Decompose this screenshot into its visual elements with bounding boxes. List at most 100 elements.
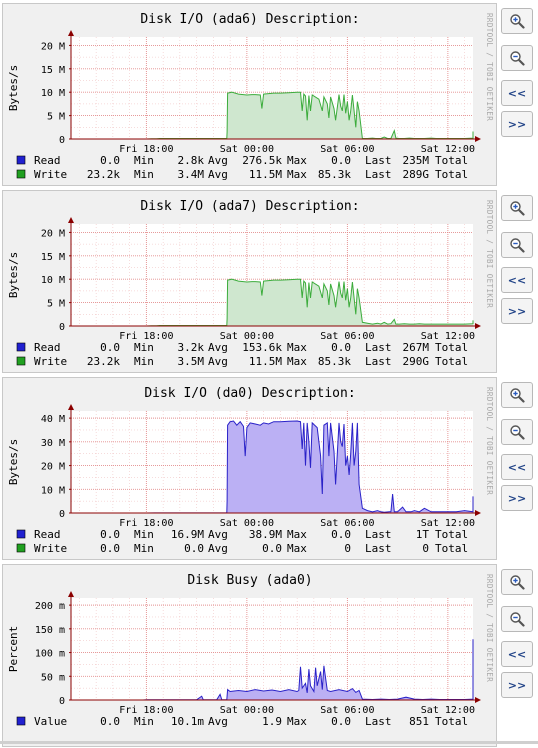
zoom-out-icon <box>510 51 525 66</box>
forward-button[interactable]: >> <box>501 111 533 137</box>
legend-min-value: 0.0 <box>100 528 120 541</box>
legend-min-label: Min <box>134 355 154 368</box>
chart-title: Disk I/O (da0) Description: <box>144 386 355 401</box>
legend-total-label: Total <box>435 154 468 167</box>
forward-button[interactable]: >> <box>501 485 533 511</box>
legend-avg-label: Avg <box>208 341 228 354</box>
back-button[interactable]: << <box>501 641 533 667</box>
x-tick-label: Sat 12:00 <box>421 144 475 155</box>
zoom-in-icon <box>510 14 525 29</box>
legend-last-label: Last <box>365 355 392 368</box>
zoom-out-button[interactable] <box>501 45 533 71</box>
rrdtool-watermark: RRDTOOL / TOBI OETIKER <box>485 387 494 495</box>
zoom-out-icon <box>510 425 525 440</box>
legend-avg-value: 16.9M <box>171 528 204 541</box>
back-button[interactable]: << <box>501 454 533 480</box>
y-axis-label: Percent <box>7 626 20 672</box>
legend-max-label: Max <box>287 341 307 354</box>
legend-total-label: Total <box>435 542 468 555</box>
legend-avg-value: 2.8k <box>178 154 205 167</box>
zoom-in-button[interactable] <box>501 8 533 34</box>
zoom-out-button[interactable] <box>501 606 533 632</box>
zoom-out-icon <box>510 238 525 253</box>
legend-swatch-read <box>16 342 26 352</box>
legend-last-value: 0 <box>344 542 351 555</box>
back-button-label: << <box>507 647 527 661</box>
y-tick-label: 0 <box>59 696 65 707</box>
back-button-label: << <box>507 460 527 474</box>
zoom-out-button[interactable] <box>501 232 533 258</box>
y-axis-arrow <box>68 217 74 223</box>
x-axis-arrow <box>475 136 481 142</box>
legend-total-value: 290G <box>403 355 430 368</box>
legend-total-value: 235M <box>403 154 430 167</box>
zoom-out-button[interactable] <box>501 419 533 445</box>
chart-panel-da0: Disk I/O (da0) Description: 0 10 M 20 M 30 M… <box>2 377 497 560</box>
legend-avg-label: Avg <box>208 168 228 181</box>
legend-series-name: Value <box>34 715 67 728</box>
legend-avg-value: 0.0 <box>184 542 204 555</box>
y-tick-label: 40 M <box>41 414 65 425</box>
legend-last-value: 0.0 <box>331 528 351 541</box>
x-axis-arrow <box>475 323 481 329</box>
zoom-in-button[interactable] <box>501 195 533 221</box>
y-tick-label: 0 <box>59 509 65 520</box>
x-tick-label: Fri 18:00 <box>119 144 173 155</box>
legend-max-value: 276.5k <box>242 154 282 167</box>
legend-swatch-write <box>16 169 26 179</box>
legend-min-value: 0.0 <box>100 154 120 167</box>
y-tick-label: 5 M <box>47 112 65 123</box>
legend-total-label: Total <box>435 341 468 354</box>
chart-svg: Disk I/O (ada6) Description: 0 5 M 10 M 15 M… <box>7 12 494 181</box>
back-button[interactable]: << <box>501 267 533 293</box>
legend-last-label: Last <box>365 542 392 555</box>
x-tick-label: Sat 00:00 <box>220 518 274 529</box>
legend-max-label: Max <box>287 715 307 728</box>
legend-series-name: Write <box>34 168 67 181</box>
chart-title: Disk Busy (ada0) <box>187 573 312 588</box>
zoom-out-icon <box>510 612 525 627</box>
legend-last-label: Last <box>365 528 392 541</box>
legend-avg-label: Avg <box>208 542 228 555</box>
legend-total-value: 267M <box>403 341 430 354</box>
chart-panel-ada0-busy: Disk Busy (ada0) 0 50 m 100 m 150 m 200 m Fri … <box>2 564 497 747</box>
legend-max-value: 153.6k <box>242 341 282 354</box>
rrdtool-watermark: RRDTOOL / TOBI OETIKER <box>485 13 494 121</box>
chart-panel-ada7: Disk I/O (ada7) Description: 0 5 M 10 M 15 M… <box>2 190 497 373</box>
chart-panel-ada6: Disk I/O (ada6) Description: 0 5 M 10 M 15 M… <box>2 3 497 186</box>
y-tick-label: 15 M <box>41 65 65 76</box>
x-tick-label: Sat 06:00 <box>320 518 374 529</box>
legend-min-label: Min <box>134 154 154 167</box>
legend-series-name: Read <box>34 341 61 354</box>
y-axis-label: Bytes/s <box>7 252 20 298</box>
legend-total-label: Total <box>435 168 468 181</box>
forward-button[interactable]: >> <box>501 672 533 698</box>
forward-button-label: >> <box>507 117 527 131</box>
legend-max-label: Max <box>287 154 307 167</box>
x-tick-label: Sat 06:00 <box>320 331 374 342</box>
legend-total-value: 289G <box>403 168 430 181</box>
chart-svg: Disk I/O (ada7) Description: 0 5 M 10 M 15 M… <box>7 199 494 368</box>
x-tick-label: Sat 12:00 <box>421 705 475 716</box>
legend-series-name: Write <box>34 542 67 555</box>
legend-avg-value: 3.4M <box>178 168 205 181</box>
forward-button-label: >> <box>507 678 527 692</box>
legend-total-value: 0 <box>422 542 429 555</box>
y-tick-label: 10 M <box>41 485 65 496</box>
back-button[interactable]: << <box>501 80 533 106</box>
series-area-write <box>71 279 473 326</box>
forward-button-label: >> <box>507 491 527 505</box>
x-tick-label: Sat 00:00 <box>220 331 274 342</box>
back-button-label: << <box>507 273 527 287</box>
forward-button[interactable]: >> <box>501 298 533 324</box>
y-axis-arrow <box>68 404 74 410</box>
legend-avg-label: Avg <box>208 528 228 541</box>
legend-last-value: 85.3k <box>318 355 351 368</box>
y-tick-label: 50 m <box>41 672 65 683</box>
x-tick-label: Sat 12:00 <box>421 331 475 342</box>
zoom-in-button[interactable] <box>501 569 533 595</box>
rrdtool-watermark: RRDTOOL / TOBI OETIKER <box>485 574 494 682</box>
zoom-in-button[interactable] <box>501 382 533 408</box>
legend-max-label: Max <box>287 542 307 555</box>
legend-last-value: 0.0 <box>331 154 351 167</box>
